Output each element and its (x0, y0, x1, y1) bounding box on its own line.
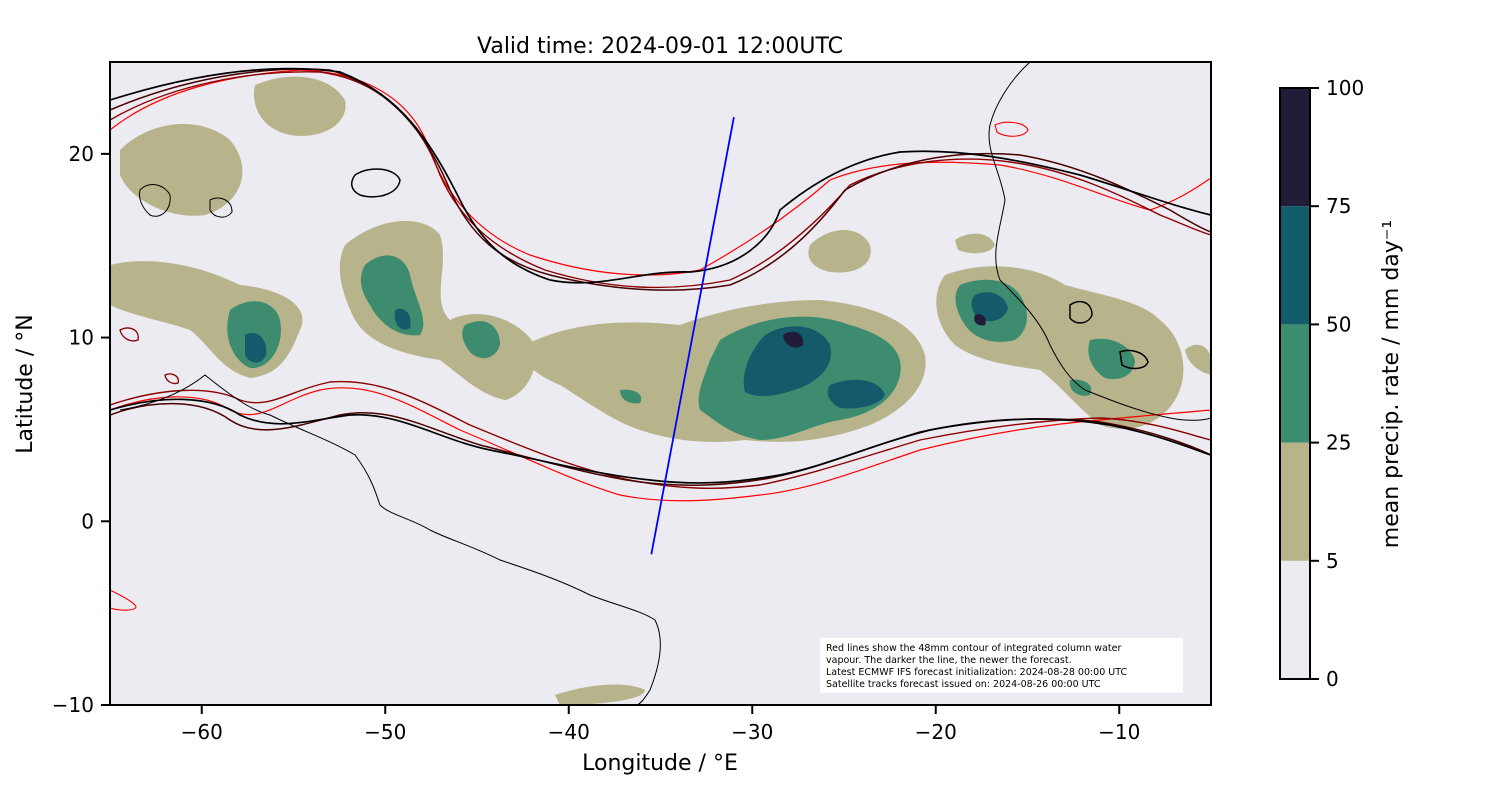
coastlines (119, 62, 1211, 705)
iwv-contour-north-4 (110, 67, 1211, 284)
colorbar-tick-label: 100 (1326, 76, 1364, 100)
precip-50-75 (245, 292, 1008, 409)
colorbar-segment (1280, 324, 1310, 443)
iwv-contour-blob-6 (119, 327, 139, 342)
iwv-contour-south-4 (110, 398, 1211, 484)
colorbar-tick-label: 75 (1326, 194, 1351, 218)
iwv-contour-blob-5 (994, 121, 1029, 137)
x-tick-label: −50 (364, 720, 406, 744)
map-panel (109, 61, 1212, 706)
iwv-contour-blob-4 (110, 589, 137, 611)
coastline-caribbean (139, 184, 233, 218)
iwv-contour-blob-7 (164, 373, 179, 385)
x-tick-label: −60 (181, 720, 223, 744)
y-tick-label: −10 (52, 693, 94, 717)
colorbar-segment (1280, 206, 1310, 325)
map-frame (109, 61, 1212, 706)
colorbar-tick-label: 25 (1326, 431, 1351, 455)
x-axis-ticks: −60 −50 −40 −30 −20 −10 (181, 705, 1140, 744)
info-note-line-2: vapour. The darker the line, the newer t… (826, 655, 1072, 666)
coastline-south-america (119, 374, 661, 705)
iwv-contour-blob-2 (1069, 300, 1093, 324)
colorbar-ticks: 0 5 25 50 75 100 (1310, 76, 1364, 691)
iwv-contour-blob-1 (350, 168, 401, 198)
info-note-line-4: Satellite tracks forecast issued on: 202… (826, 679, 1101, 690)
y-axis-ticks: 20 10 0 −10 (52, 142, 110, 717)
precip-75-100 (783, 314, 986, 348)
iwv-contour-north-3 (110, 68, 1211, 291)
colorbar-tick-label: 50 (1326, 312, 1351, 336)
y-tick-label: 10 (69, 326, 94, 350)
colorbar: 0 5 25 50 75 100 mean precip. rate / mm day⁻¹ (1279, 76, 1404, 691)
info-note-box (820, 638, 1183, 693)
info-note-line-3: Latest ECMWF IFS forecast initialization… (826, 667, 1127, 678)
info-note-line-1: Red lines show the 48mm contour of integ… (826, 643, 1121, 654)
colorbar-segments (1280, 88, 1310, 679)
x-tick-label: −40 (548, 720, 590, 744)
satellite-track (650, 116, 735, 555)
x-tick-label: −30 (731, 720, 773, 744)
iwv-contour-blob-3 (1119, 349, 1149, 370)
x-tick-label: −20 (915, 720, 957, 744)
map-title: Valid time: 2024-09-01 12:00UTC (477, 34, 843, 59)
colorbar-segment (1280, 442, 1310, 561)
colorbar-segment (1280, 88, 1310, 207)
iwv-contour-north-2 (110, 71, 1211, 289)
colorbar-tick-label: 5 (1326, 549, 1339, 573)
y-tick-label: 20 (69, 142, 94, 166)
colorbar-frame (1279, 87, 1311, 680)
colorbar-label: mean precip. rate / mm day⁻¹ (1379, 220, 1404, 548)
colorbar-tick-label: 0 (1326, 667, 1339, 691)
x-tick-label: −10 (1098, 720, 1140, 744)
colorbar-segment (1280, 560, 1310, 679)
x-axis-label: Longitude / °E (582, 751, 738, 776)
y-tick-label: 0 (81, 509, 94, 533)
y-axis-label: Latitude / °N (13, 314, 38, 453)
coastline-africa (988, 62, 1211, 421)
info-note: Red lines show the 48mm contour of integ… (820, 638, 1183, 693)
